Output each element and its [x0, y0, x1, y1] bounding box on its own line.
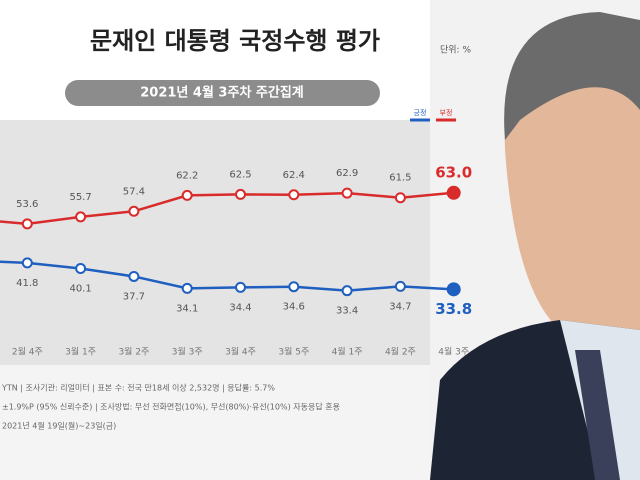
data-label: 55.7 — [69, 192, 91, 203]
point — [288, 189, 300, 201]
x-tick-label: 4월 2주 — [385, 346, 416, 358]
data-label: 53.6 — [16, 199, 38, 210]
footer-background — [0, 365, 482, 480]
footer-text: 2021년 4월 19일(월)~23일(금) — [2, 421, 116, 431]
point — [181, 282, 193, 294]
data-label: 34.6 — [283, 302, 305, 313]
x-tick-label: 4월 1주 — [332, 346, 363, 358]
data-label: 40.1 — [69, 284, 91, 295]
series-line — [0, 260, 454, 292]
data-label: 41.8 — [16, 278, 38, 289]
unit-note: 단위: % — [440, 45, 471, 56]
data-label: 34.4 — [229, 302, 251, 313]
subtitle: 2021년 4월 3주차 주간집계 — [140, 85, 304, 101]
data-label: 63.0 — [435, 163, 472, 181]
point — [235, 188, 246, 200]
point — [181, 189, 193, 201]
point — [341, 285, 353, 297]
point — [21, 218, 33, 230]
x-tick-label: 3월 2주 — [118, 346, 149, 358]
data-label: 61.5 — [389, 173, 411, 184]
point — [75, 211, 87, 223]
data-label: 57.4 — [123, 186, 145, 197]
chart-title: 문재인 대통령 국정수행 평가 — [90, 27, 380, 55]
point — [394, 280, 406, 292]
point — [288, 281, 300, 293]
point — [75, 263, 87, 275]
footer-text: ±1.9%P (95% 신뢰수준) | 조사방법: 무선 전화면접(10%), … — [2, 402, 340, 412]
series-line — [0, 191, 454, 226]
data-label: 62.4 — [283, 170, 305, 181]
legend-label: 부정 — [440, 108, 453, 117]
point — [235, 281, 246, 293]
point — [21, 257, 33, 269]
point — [446, 185, 461, 200]
legend-label: 긍정 — [414, 108, 427, 117]
footer-text: YTN | 조사기관: 리얼미터 | 표본 수: 전국 만18세 이상 2,53… — [1, 383, 275, 393]
plot-background — [0, 120, 482, 365]
point — [341, 187, 353, 199]
x-tick-label: 3월 4주 — [225, 346, 256, 358]
data-label: 33.8 — [435, 300, 472, 318]
point — [128, 270, 140, 282]
point — [128, 205, 140, 217]
subtitle-pill — [65, 80, 380, 106]
portrait — [430, 0, 640, 480]
data-label: 62.9 — [336, 168, 358, 179]
data-label: 62.5 — [229, 169, 251, 180]
point — [394, 192, 406, 204]
data-label: 62.2 — [176, 170, 198, 181]
x-tick-label: 3월 5주 — [278, 346, 309, 358]
data-label: 34.7 — [389, 301, 411, 312]
data-label: 37.7 — [123, 291, 145, 302]
data-label: 33.4 — [336, 306, 358, 317]
x-tick-label: 3월 1주 — [65, 346, 96, 358]
x-tick-label: 4월 3주 — [438, 346, 469, 358]
point — [446, 282, 461, 297]
x-tick-label: 2월 4주 — [12, 346, 43, 358]
data-label: 34.1 — [176, 303, 198, 314]
x-tick-label: 3월 3주 — [172, 346, 203, 358]
